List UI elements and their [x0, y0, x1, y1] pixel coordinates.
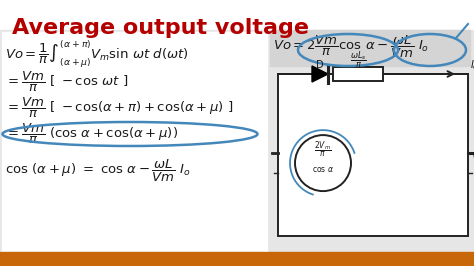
Polygon shape: [312, 66, 328, 82]
Text: $Vo = \dfrac{1}{\pi}\int_{\,(\alpha+\mu)}^{(\alpha+\pi)} V_m\mathrm{sin}\ \omega: $Vo = \dfrac{1}{\pi}\int_{\,(\alpha+\mu)…: [5, 38, 189, 69]
Text: $V_o$: $V_o$: [471, 151, 474, 166]
Text: Average output voltage: Average output voltage: [12, 18, 309, 38]
Text: D: D: [316, 60, 324, 70]
Circle shape: [295, 135, 351, 191]
Text: $\dfrac{\omega L_s}{\pi}$: $\dfrac{\omega L_s}{\pi}$: [349, 50, 366, 70]
Text: $= \dfrac{Vm}{\pi}\ [\ -\mathrm{cos}(\alpha + \pi) + \mathrm{cos}(\alpha + \mu)\: $= \dfrac{Vm}{\pi}\ [\ -\mathrm{cos}(\al…: [5, 96, 233, 120]
Text: $I_o$: $I_o$: [470, 58, 474, 72]
Bar: [333, 67, 383, 81]
Text: $\dfrac{2V_m}{\pi}$: $\dfrac{2V_m}{\pi}$: [314, 139, 332, 159]
Bar: [270, 30, 470, 66]
Bar: [0, 252, 474, 266]
Text: $\mathrm{cos}\ (\alpha + \mu)\ =\ \mathrm{cos}\ \alpha - \dfrac{\omega L}{Vm}\ I: $\mathrm{cos}\ (\alpha + \mu)\ =\ \mathr…: [5, 158, 191, 184]
Text: $= \dfrac{Vm}{\pi}\ [\ -\mathrm{cos}\ \omega t\ ]$: $= \dfrac{Vm}{\pi}\ [\ -\mathrm{cos}\ \o…: [5, 70, 128, 94]
Text: $\mathrm{cos}\ \alpha$: $\mathrm{cos}\ \alpha$: [312, 165, 334, 174]
Bar: [2, 32, 267, 252]
Bar: [278, 74, 468, 236]
Text: $Vo = 2\dfrac{Vm}{\pi}\mathrm{cos}\ \alpha - \dfrac{\omega L}{Vm}\ I_o$: $Vo = 2\dfrac{Vm}{\pi}\mathrm{cos}\ \alp…: [273, 34, 429, 60]
Bar: [0, 30, 474, 252]
Text: $= \dfrac{Vm}{\pi}\ (\mathrm{cos}\ \alpha + \mathrm{cos}(\alpha + \mu))$: $= \dfrac{Vm}{\pi}\ (\mathrm{cos}\ \alph…: [5, 122, 178, 146]
